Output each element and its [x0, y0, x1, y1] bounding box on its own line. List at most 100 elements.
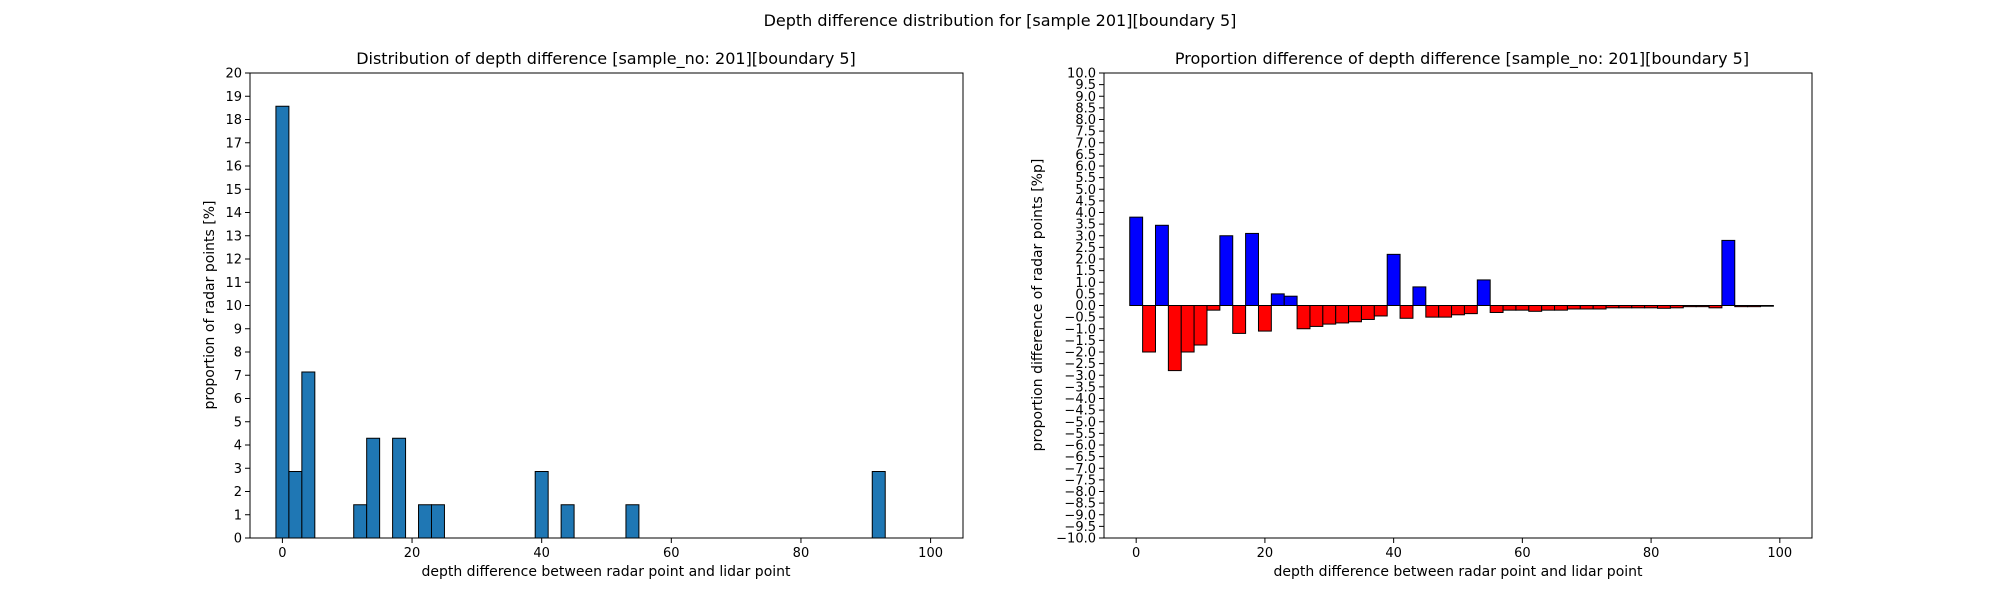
- proportion-difference-y-tick-label: −3.5: [1064, 380, 1096, 395]
- proportion-difference-y-tick-label: 8.0: [1075, 113, 1096, 128]
- histogram-y-tick-label: 11: [225, 276, 242, 291]
- proportion-difference-bar: [1232, 305, 1247, 334]
- proportion-difference-bar: [1399, 305, 1414, 319]
- proportion-difference-bar: [1167, 305, 1182, 372]
- proportion-difference-y-tick-label: 3.0: [1075, 229, 1096, 244]
- proportion-difference-bar: [1682, 305, 1697, 308]
- proportion-difference-y-tick-label: −10.0: [1056, 532, 1096, 547]
- proportion-difference-bar: [1180, 305, 1195, 353]
- proportion-difference-y-tick-label: 4.0: [1075, 206, 1096, 221]
- proportion-difference-y-tick-label: 1.5: [1075, 264, 1096, 279]
- proportion-difference-y-tick-label: −7.0: [1064, 462, 1096, 477]
- histogram-y-tick-label: 14: [225, 206, 242, 221]
- figure-suptitle: Depth difference distribution for [sampl…: [764, 11, 1237, 30]
- histogram-x-tick-label: 60: [663, 546, 680, 561]
- proportion-difference-y-tick-label: 6.0: [1075, 160, 1096, 175]
- proportion-difference-x-tick-label: 40: [1385, 546, 1402, 561]
- proportion-difference-bar: [1631, 305, 1646, 309]
- proportion-difference-bar: [1528, 305, 1543, 312]
- proportion-difference-y-tick-label: 10.0: [1067, 67, 1096, 82]
- proportion-difference-bar: [1360, 305, 1375, 320]
- proportion-difference-bar: [1193, 305, 1208, 346]
- proportion-difference-bar: [1476, 279, 1491, 306]
- proportion-difference-bar: [1425, 305, 1440, 318]
- proportion-difference-y-tick-label: −9.0: [1064, 508, 1096, 523]
- histogram-y-tick-label: 15: [225, 183, 242, 198]
- histogram-x-axis-label: depth difference between radar point and…: [421, 564, 791, 580]
- proportion-difference-y-tick-label: 8.5: [1075, 101, 1096, 116]
- histogram-bar: [353, 504, 368, 539]
- histogram-x-tick-label: 80: [793, 546, 810, 561]
- histogram-bars: [275, 105, 886, 539]
- histogram-y-tick-label: 16: [225, 160, 242, 175]
- histogram-y-tick-label: 1: [234, 508, 242, 523]
- proportion-difference-y-tick-label: −7.5: [1064, 473, 1096, 488]
- proportion-difference-y-tick-label: 2.0: [1075, 253, 1096, 268]
- histogram-bar: [301, 371, 316, 539]
- proportion-difference-y-tick-label: 6.5: [1075, 148, 1096, 163]
- proportion-difference-bar: [1322, 305, 1337, 325]
- proportion-difference-bar: [1219, 235, 1234, 306]
- proportion-difference-y-tick-label: 0.0: [1075, 299, 1096, 314]
- proportion-difference-bar: [1154, 224, 1169, 307]
- proportion-difference-bar: [1348, 305, 1362, 323]
- proportion-difference-y-tick-label: −2.5: [1064, 357, 1096, 372]
- proportion-difference-y-tick-label: −6.5: [1064, 450, 1096, 465]
- histogram-y-tick-label: 19: [225, 90, 242, 105]
- proportion-difference-bar: [1669, 305, 1684, 309]
- proportion-difference-bars: [1129, 216, 1774, 372]
- histogram-ticks: 0 20 40 60 80 1000123456789101112131415161718…: [225, 67, 943, 562]
- proportion-difference-y-tick-label: −3.0: [1064, 369, 1096, 384]
- histogram-panel: Distribution of depth difference [sample…: [202, 49, 964, 580]
- histogram-x-tick-label: 20: [404, 546, 421, 561]
- proportion-difference-x-axis-label: depth difference between radar point and…: [1273, 564, 1643, 580]
- proportion-difference-bar: [1618, 305, 1633, 309]
- proportion-difference-bar: [1708, 305, 1723, 309]
- histogram-bar: [288, 471, 303, 539]
- proportion-difference-bar: [1502, 305, 1517, 311]
- proportion-difference-y-tick-label: 1.0: [1075, 276, 1096, 291]
- histogram-bar: [275, 105, 290, 539]
- proportion-difference-x-tick-label: 80: [1643, 546, 1660, 561]
- histogram-title: Distribution of depth difference [sample…: [356, 49, 856, 69]
- histogram-y-tick-label: 20: [225, 67, 242, 82]
- proportion-difference-y-tick-label: −9.5: [1064, 520, 1096, 535]
- proportion-difference-y-tick-label: −4.5: [1064, 404, 1096, 419]
- histogram-bar: [534, 471, 549, 539]
- histogram-y-tick-label: 17: [225, 136, 242, 151]
- proportion-difference-bar: [1644, 305, 1659, 309]
- proportion-difference-y-tick-label: 9.5: [1075, 78, 1096, 93]
- histogram-y-tick-label: 6: [234, 392, 242, 407]
- histogram-y-tick-label: 0: [234, 532, 242, 547]
- proportion-difference-y-tick-label: −1.0: [1064, 322, 1096, 337]
- proportion-difference-bar: [1142, 305, 1156, 353]
- histogram-x-tick-label: 40: [533, 546, 550, 561]
- histogram-y-tick-label: 9: [234, 322, 242, 337]
- proportion-difference-y-tick-label: −2.0: [1064, 346, 1096, 361]
- proportion-difference-y-tick-label: 9.0: [1075, 90, 1096, 105]
- histogram-bar: [560, 504, 575, 539]
- proportion-difference-y-tick-label: 7.0: [1075, 136, 1096, 151]
- histogram-bar: [625, 504, 640, 539]
- proportion-difference-y-tick-label: −6.0: [1064, 439, 1096, 454]
- proportion-difference-y-tick-label: 4.5: [1075, 194, 1096, 209]
- proportion-difference-bar: [1541, 305, 1556, 311]
- proportion-difference-bar: [1760, 305, 1774, 307]
- proportion-difference-bar: [1734, 305, 1749, 308]
- proportion-difference-y-tick-label: 5.0: [1075, 183, 1096, 198]
- proportion-difference-bar: [1335, 305, 1350, 324]
- proportion-difference-bar: [1605, 305, 1620, 309]
- proportion-difference-bar: [1270, 293, 1285, 306]
- proportion-difference-panel: Proportion difference of depth differenc…: [1030, 49, 1813, 580]
- proportion-difference-bar: [1296, 305, 1311, 330]
- proportion-difference-bar: [1257, 305, 1272, 332]
- histogram-bar: [392, 437, 407, 539]
- proportion-difference-bar: [1515, 305, 1530, 311]
- histogram-y-tick-label: 4: [234, 439, 242, 454]
- proportion-difference-x-tick-label: 60: [1514, 546, 1531, 561]
- proportion-difference-bar: [1747, 305, 1762, 308]
- histogram-x-tick-label: 100: [918, 546, 943, 561]
- proportion-difference-y-tick-label: 0.5: [1075, 287, 1096, 302]
